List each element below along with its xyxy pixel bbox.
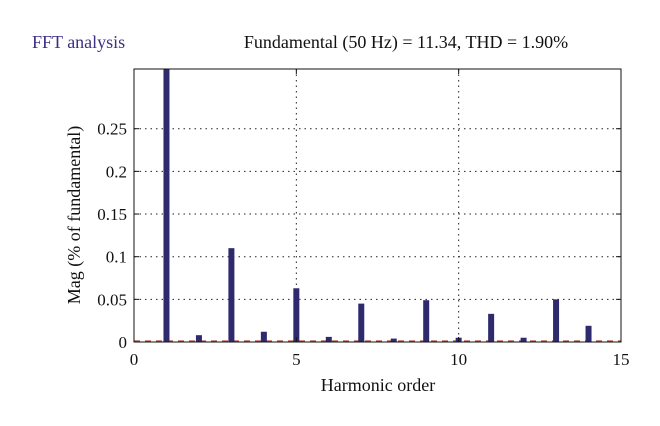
- bar-harmonic-12: [520, 337, 527, 342]
- y-tick-label-5: 0.25: [97, 120, 127, 139]
- y-tick-label-4: 0.2: [106, 162, 127, 181]
- bar-harmonic-7: [358, 303, 365, 342]
- bar-harmonic-3: [228, 248, 235, 342]
- chart-title: Fundamental (50 Hz) = 11.34, THD = 1.90%: [244, 32, 568, 53]
- y-tick-label-2: 0.1: [106, 248, 127, 267]
- y-tick-label-0: 0: [119, 333, 128, 352]
- x-tick-label-1: 5: [292, 350, 301, 369]
- y-tick-label-1: 0.05: [97, 290, 127, 309]
- bar-harmonic-13: [553, 299, 560, 342]
- plot-frame: [133, 68, 622, 343]
- panel-label: FFT analysis: [32, 32, 125, 52]
- y-axis-label: Mag (% of fundamental): [64, 126, 85, 304]
- bar-harmonic-14: [585, 325, 592, 342]
- y-tick-label-3: 0.15: [97, 205, 127, 224]
- grid-lines: [134, 69, 621, 342]
- bar-harmonic-1: [163, 69, 170, 342]
- x-tick-label-3: 15: [613, 350, 630, 369]
- x-tick-label-2: 10: [450, 350, 467, 369]
- bars-group: [163, 69, 592, 342]
- bar-harmonic-6: [325, 336, 332, 342]
- bar-harmonic-4: [260, 331, 267, 342]
- bar-harmonic-11: [488, 313, 495, 342]
- bar-harmonic-2: [195, 335, 202, 342]
- x-axis-label: Harmonic order: [321, 375, 435, 395]
- x-tick-label-0: 0: [130, 350, 139, 369]
- bar-harmonic-5: [293, 288, 300, 342]
- bar-harmonic-9: [423, 300, 430, 342]
- bar-harmonic-8: [390, 338, 397, 342]
